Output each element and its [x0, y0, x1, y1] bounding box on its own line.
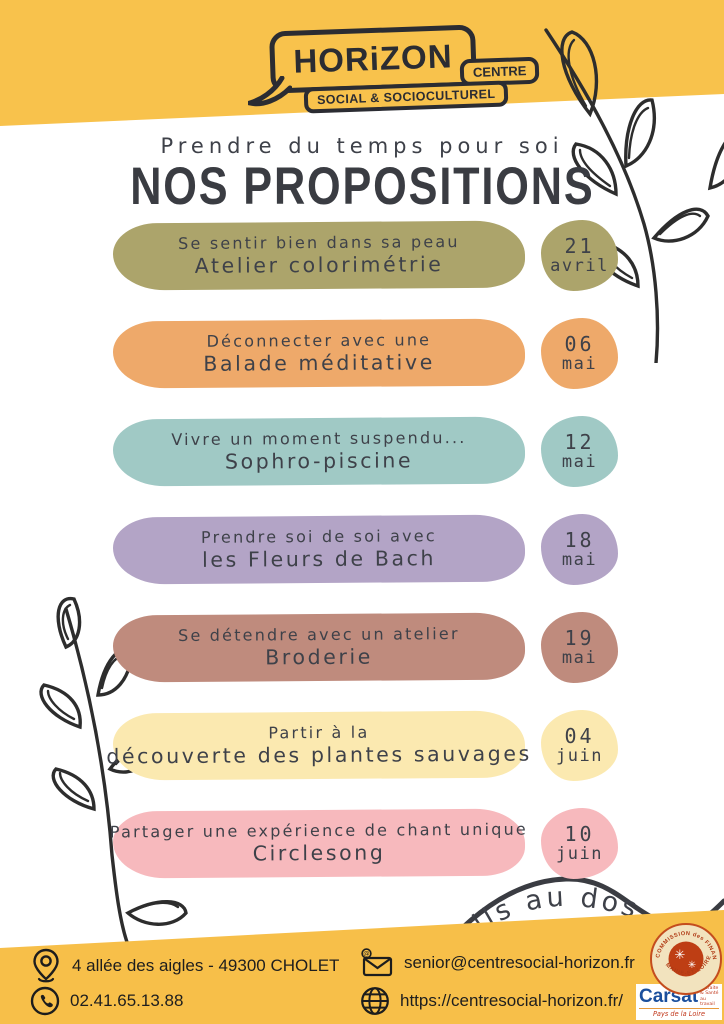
event-title: Broderie: [265, 645, 374, 670]
event-description: Se sentir bien dans sa peau: [178, 231, 460, 253]
event-day: 18: [564, 527, 595, 552]
event-day: 21: [564, 233, 595, 258]
event-date-blob: 04 juin: [541, 710, 618, 781]
event-row: Se sentir bien dans sa peau Atelier colo…: [0, 220, 724, 291]
horizon-logo: HORiZON CENTRE SOCIAL & SOCIOCULTUREL: [248, 20, 578, 120]
event-month: mai: [561, 353, 598, 374]
logo-name: HORiZON: [292, 37, 454, 80]
page-subtitle: Prendre du temps pour soi: [160, 134, 564, 158]
email-icon: @: [361, 948, 393, 977]
events-list: Se sentir bien dans sa peau Atelier colo…: [0, 220, 724, 879]
event-date-blob: 10 juin: [541, 808, 618, 879]
footer-website: https://centresocial-horizon.fr/: [360, 986, 623, 1016]
event-pill: Vivre un moment suspendu... Sophro-pisci…: [112, 416, 526, 487]
event-month: juin: [556, 745, 603, 766]
event-pill: Partager une expérience de chant unique …: [109, 808, 528, 879]
speech-bubble-tail-icon: [248, 76, 292, 107]
event-row: Partager une expérience de chant unique …: [0, 808, 724, 879]
event-day: 19: [564, 625, 595, 650]
event-month: avril: [550, 255, 609, 276]
event-description: Se détendre avec un atelier: [178, 623, 460, 645]
event-pill: Prendre soi de soi avec les Fleurs de Ba…: [112, 514, 526, 585]
event-description: Partager une expérience de chant unique: [109, 819, 528, 842]
event-row: Se détendre avec un atelier Broderie 19 …: [0, 612, 724, 683]
event-month: juin: [556, 843, 603, 864]
event-date-blob: 21 avril: [541, 220, 618, 291]
event-title: les Fleurs de Bach: [201, 546, 437, 573]
event-description: Vivre un moment suspendu...: [171, 427, 467, 449]
event-date-blob: 06 mai: [541, 318, 618, 389]
event-month: mai: [561, 549, 598, 570]
event-description: Partir à la: [268, 722, 370, 743]
footer-address: 4 allée des aigles - 49300 CHOLET: [30, 948, 339, 984]
event-description: Déconnecter avec une: [206, 330, 432, 351]
event-pill: Se détendre avec un atelier Broderie: [112, 612, 526, 683]
event-row: Partir à la découverte des plantes sauva…: [0, 710, 724, 781]
phone-icon: [30, 986, 60, 1016]
event-row: Prendre soi de soi avec les Fleurs de Ba…: [0, 514, 724, 585]
funders-commission-badge: COMMISSION des FINANCEURS MAINE-ET-LOIRE…: [649, 922, 722, 995]
globe-icon: [361, 987, 389, 1015]
event-title: Sophro-piscine: [224, 448, 414, 475]
event-day: 10: [564, 821, 595, 846]
event-month: mai: [561, 647, 598, 668]
event-row: Déconnecter avec une Balade méditative 0…: [0, 318, 724, 389]
event-pill: Partir à la découverte des plantes sauva…: [106, 710, 532, 781]
event-title: Atelier colorimétrie: [194, 252, 444, 279]
event-month: mai: [561, 451, 598, 472]
event-day: 06: [564, 331, 595, 356]
event-date-blob: 19 mai: [541, 612, 618, 683]
page-title: NOS PROPOSITIONS: [129, 155, 595, 216]
event-day: 12: [564, 429, 595, 454]
location-pin-icon: [33, 948, 59, 983]
footer-email: @ senior@centresocial-horizon.fr: [360, 948, 635, 978]
event-row: Vivre un moment suspendu... Sophro-pisci…: [0, 416, 724, 487]
event-pill: Déconnecter avec une Balade méditative: [112, 318, 526, 389]
event-description: Prendre soi de soi avec: [200, 526, 437, 547]
badge-sparkle-icon: ✳: [675, 948, 686, 963]
event-title: découverte des plantes sauvages: [106, 741, 532, 769]
badge-sparkle-icon: ✳: [688, 960, 696, 971]
event-pill: Se sentir bien dans sa peau Atelier colo…: [112, 220, 526, 291]
footer-phone: 02.41.65.13.88: [30, 986, 183, 1016]
svg-text:@: @: [363, 950, 369, 958]
event-title: Circlesong: [252, 841, 386, 866]
event-day: 04: [564, 723, 595, 748]
event-date-blob: 12 mai: [541, 416, 618, 487]
event-date-blob: 18 mai: [541, 514, 618, 585]
event-title: Balade méditative: [203, 350, 435, 377]
